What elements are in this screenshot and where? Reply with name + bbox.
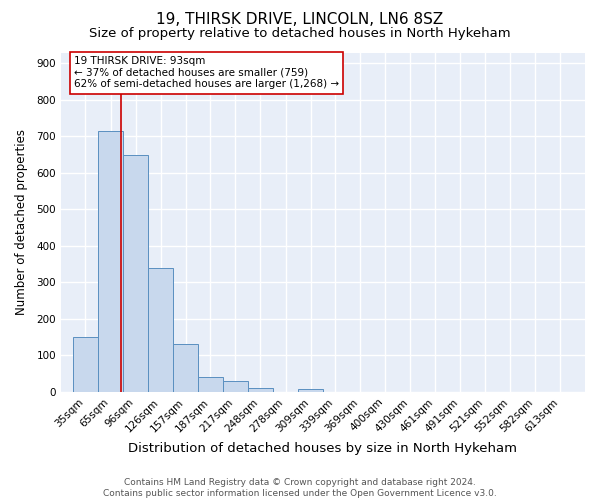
Text: Size of property relative to detached houses in North Hykeham: Size of property relative to detached ho… [89,28,511,40]
Bar [298,389,323,392]
X-axis label: Distribution of detached houses by size in North Hykeham: Distribution of detached houses by size … [128,442,517,455]
Text: Contains HM Land Registry data © Crown copyright and database right 2024.
Contai: Contains HM Land Registry data © Crown c… [103,478,497,498]
Text: 19, THIRSK DRIVE, LINCOLN, LN6 8SZ: 19, THIRSK DRIVE, LINCOLN, LN6 8SZ [157,12,443,28]
Bar [98,131,123,392]
Bar [198,376,223,392]
Bar [173,344,198,392]
Bar [148,268,173,392]
Bar [123,154,148,392]
Bar [73,337,98,392]
Bar [223,381,248,392]
Bar [248,388,273,392]
Y-axis label: Number of detached properties: Number of detached properties [15,129,28,315]
Text: 19 THIRSK DRIVE: 93sqm
← 37% of detached houses are smaller (759)
62% of semi-de: 19 THIRSK DRIVE: 93sqm ← 37% of detached… [74,56,339,90]
